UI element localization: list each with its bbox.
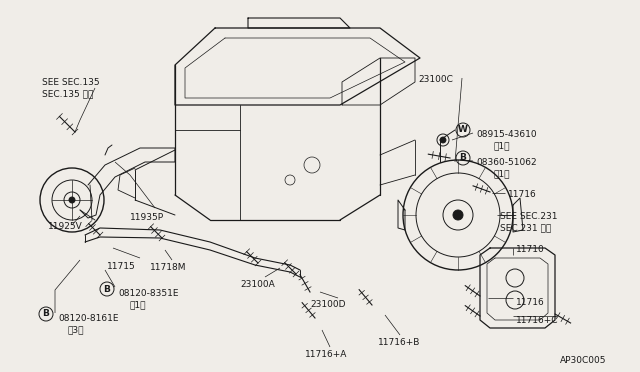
Text: 08915-43610: 08915-43610 — [476, 130, 536, 139]
Text: SEC.231 参照: SEC.231 参照 — [500, 223, 551, 232]
Text: 11716+A: 11716+A — [305, 350, 348, 359]
Text: 08360-51062: 08360-51062 — [476, 158, 536, 167]
Text: 11935P: 11935P — [130, 213, 164, 222]
Text: SEE SEC.231: SEE SEC.231 — [500, 212, 557, 221]
Text: B: B — [43, 310, 49, 318]
Text: 11716: 11716 — [516, 298, 545, 307]
Text: 23100A: 23100A — [240, 280, 275, 289]
Text: （1）: （1） — [130, 300, 147, 309]
Text: （1）: （1） — [493, 141, 509, 150]
Text: SEC.135 参照: SEC.135 参照 — [42, 89, 93, 98]
Circle shape — [69, 197, 75, 203]
Text: B: B — [104, 285, 111, 294]
Text: 23100D: 23100D — [310, 300, 346, 309]
Text: 11716+B: 11716+B — [378, 338, 420, 347]
Circle shape — [453, 210, 463, 220]
Text: 11715: 11715 — [107, 262, 136, 271]
Text: （3）: （3） — [67, 325, 83, 334]
Text: 23100C: 23100C — [418, 75, 453, 84]
Text: 11716+C: 11716+C — [516, 316, 559, 325]
Text: 11710: 11710 — [516, 245, 545, 254]
Circle shape — [440, 137, 446, 143]
Text: B: B — [460, 154, 467, 163]
Text: SEE SEC.135: SEE SEC.135 — [42, 78, 100, 87]
Text: 11718M: 11718M — [150, 263, 186, 272]
Text: 08120-8161E: 08120-8161E — [58, 314, 118, 323]
Text: （1）: （1） — [493, 169, 509, 178]
Text: AP30C005: AP30C005 — [560, 356, 607, 365]
Text: W: W — [458, 125, 468, 135]
Text: 11716: 11716 — [508, 190, 537, 199]
Text: 11925V: 11925V — [48, 222, 83, 231]
Text: 08120-8351E: 08120-8351E — [118, 289, 179, 298]
